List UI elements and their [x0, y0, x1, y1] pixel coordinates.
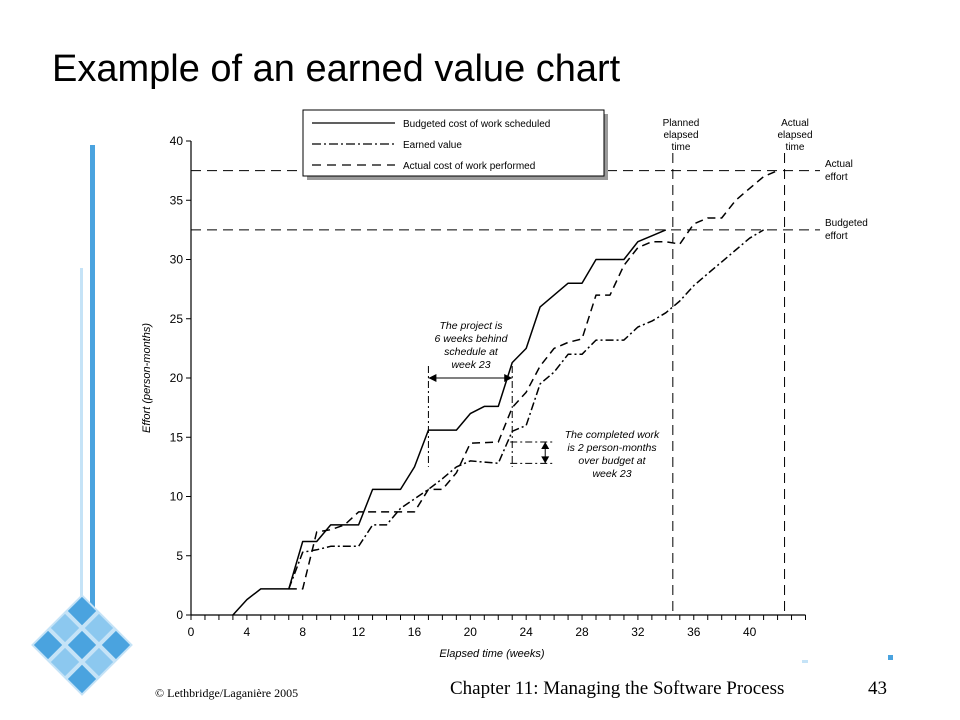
actual-effort-label-2: effort — [825, 172, 848, 183]
page-number: 43 — [868, 678, 887, 699]
legend-label-actual: Actual cost of work performed — [403, 161, 535, 172]
y-tick-label: 0 — [176, 608, 183, 622]
legend-label-budgeted: Budgeted cost of work scheduled — [403, 119, 550, 130]
budget-note-3: over budget at — [578, 455, 646, 467]
reference-lines — [191, 153, 820, 615]
x-tick-label: 4 — [244, 625, 251, 639]
budget-note-1: The completed work — [565, 429, 660, 441]
budget-arrow-head-top — [541, 441, 550, 449]
x-tick-label: 8 — [299, 625, 306, 639]
y-tick-label: 25 — [170, 312, 184, 326]
footer-copyright: © Lethbridge/Laganière 2005 — [155, 686, 299, 700]
y-tick-label: 5 — [176, 549, 183, 563]
budget-note-4: week 23 — [592, 468, 631, 480]
schedule-note-2: 6 weeks behind — [435, 333, 509, 345]
legend-label-earned: Earned value — [403, 140, 462, 151]
y-tick-label: 30 — [170, 253, 184, 267]
legend: Budgeted cost of work scheduled Earned v… — [302, 109, 608, 180]
y-tick-label: 40 — [170, 134, 184, 148]
budget-note-2: is 2 person-months — [567, 442, 657, 454]
chart-annotations — [427, 366, 556, 467]
schedule-note-1: The project is — [439, 320, 503, 332]
x-tick-label: 24 — [520, 625, 534, 639]
y-tick-label: 20 — [170, 371, 184, 385]
x-tick-label: 40 — [743, 625, 757, 639]
y-tick-label: 10 — [170, 490, 184, 504]
schedule-note-4: week 23 — [451, 359, 490, 371]
x-axis-label: Elapsed time (weeks) — [439, 648, 544, 660]
budgeted-effort-label-2: effort — [825, 231, 848, 242]
x-tick-label: 32 — [631, 625, 645, 639]
chart-axes: 0 4 8 12 16 20 24 28 32 36 40 0 5 10 15 20 25 30 35 40 — [170, 134, 806, 639]
chart-series — [232, 169, 778, 616]
schedule-arrow-head-right — [504, 374, 513, 382]
actual-effort-label-1: Actual — [825, 159, 853, 170]
annotation-text: The project is 6 weeks behind schedule a… — [435, 320, 661, 480]
footer-chapter-title: Chapter 11: Managing the Software Proces… — [450, 678, 785, 699]
y-tick-label: 35 — [170, 193, 184, 207]
budget-arrow-head-bottom — [541, 456, 550, 464]
x-tick-label: 12 — [352, 625, 366, 639]
actual-time-label-2: elapsed — [777, 130, 812, 141]
x-tick-label: 16 — [408, 625, 422, 639]
series-line-3 — [288, 169, 778, 590]
planned-time-label-1: Planned — [663, 118, 700, 129]
series-line-2 — [288, 229, 764, 590]
decorative-slide-ornament — [31, 145, 893, 696]
y-tick-label: 15 — [170, 430, 184, 444]
schedule-arrow-head-left — [428, 374, 437, 382]
actual-time-label-1: Actual — [781, 118, 809, 129]
x-tick-label: 20 — [464, 625, 478, 639]
planned-time-label-2: elapsed — [663, 130, 698, 141]
y-axis-label: Effort (person-months) — [141, 323, 153, 433]
series-line-1 — [232, 229, 667, 616]
x-tick-label: 0 — [188, 625, 195, 639]
actual-time-label-3: time — [786, 142, 805, 153]
slide-title: Example of an earned value chart — [52, 48, 621, 90]
planned-time-label-3: time — [672, 142, 691, 153]
x-tick-label: 28 — [575, 625, 589, 639]
reference-labels: Actual effort Budgeted effort Planned el… — [663, 118, 868, 242]
schedule-note-3: schedule at — [444, 346, 499, 358]
x-tick-label: 36 — [687, 625, 701, 639]
budgeted-effort-label-1: Budgeted — [825, 218, 868, 229]
